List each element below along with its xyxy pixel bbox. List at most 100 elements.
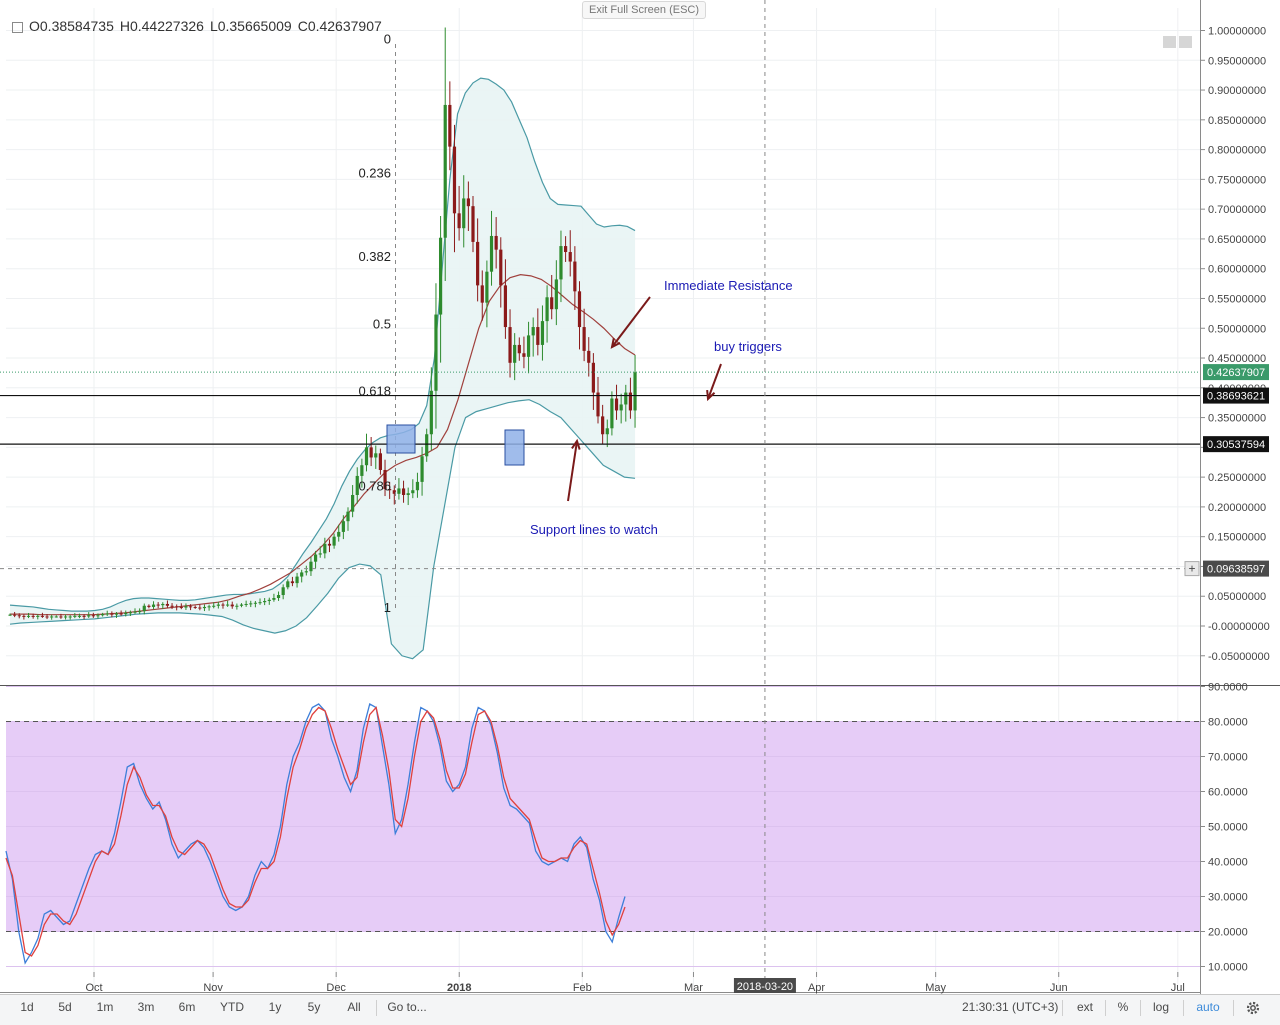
candle-body	[184, 606, 188, 608]
candle-body	[489, 235, 494, 272]
range-ytd[interactable]: YTD	[220, 1000, 244, 1014]
candle-body	[193, 606, 197, 608]
toolbar-divider	[1140, 1000, 1141, 1016]
candle-body	[471, 206, 475, 242]
candle-body	[13, 614, 17, 616]
stoch-tick-label: 80.0000	[1208, 717, 1248, 729]
gear-icon	[1246, 1001, 1260, 1015]
candle-body	[517, 344, 521, 354]
percent-scale-toggle[interactable]: %	[1117, 1000, 1129, 1014]
candle-body	[457, 213, 461, 229]
price-chart[interactable]: 0 0.236 0.382 0.5 0.618 0.786 1 Immediate Resis…	[0, 0, 1280, 994]
buy-triggers-label: buy triggers	[714, 339, 782, 354]
price-label-text: 0.30537594	[1207, 439, 1265, 451]
candle-body	[212, 605, 216, 607]
candle-body	[263, 600, 267, 603]
price-tick-label: 0.70000000	[1208, 204, 1266, 216]
range-1d[interactable]: 1d	[20, 1000, 34, 1014]
candle-body	[105, 613, 109, 615]
candle-body	[8, 614, 12, 616]
price-label-box	[1203, 364, 1269, 381]
price-tick-label: 0.85000000	[1208, 115, 1266, 127]
annotation-arrow	[611, 296, 651, 348]
price-tick-label: 0.90000000	[1208, 85, 1266, 97]
candle-body	[452, 146, 457, 214]
bottom-toolbar: 1d 5d 1m 3m 6m YTD 1y 5y All Go to... 21…	[0, 994, 1280, 1025]
price-tick-label: 0.25000000	[1208, 472, 1266, 484]
candle-body	[165, 603, 170, 606]
candle-body	[40, 615, 45, 617]
auto-scale-toggle[interactable]: auto	[1196, 1000, 1220, 1014]
bollinger-lower-line	[9, 399, 636, 660]
candle-body	[244, 603, 248, 605]
settings-button[interactable]	[1240, 995, 1266, 1024]
candle-body	[568, 252, 572, 262]
price-tick-label: 0.45000000	[1208, 353, 1266, 365]
support-box	[386, 424, 416, 454]
range-5y[interactable]: 5y	[307, 1000, 321, 1014]
range-all[interactable]: All	[347, 1000, 361, 1014]
exit-fullscreen-button[interactable]: Exit Full Screen (ESC)	[582, 1, 706, 19]
candle-body	[374, 453, 378, 458]
pane-maximize-icon[interactable]	[1179, 36, 1192, 48]
candle-body	[397, 488, 401, 494]
candle-body	[286, 581, 290, 588]
bollinger-upper-line	[9, 77, 636, 612]
goto-date-button[interactable]: Go to...	[387, 1000, 427, 1014]
fib-level-label: 0	[384, 31, 391, 46]
range-1m[interactable]: 1m	[96, 1000, 114, 1014]
candle-body	[628, 392, 633, 411]
stoch-tick-label: 20.0000	[1208, 927, 1248, 939]
fib-level-label: 0.786	[358, 479, 391, 494]
candle-body	[281, 587, 285, 596]
candle-body	[573, 261, 577, 292]
stoch-tick-label: 60.0000	[1208, 787, 1248, 799]
candle-body	[378, 453, 382, 470]
candle-body	[272, 598, 276, 600]
candle-body	[559, 246, 563, 280]
candle-body	[582, 327, 586, 351]
candle-body	[31, 615, 35, 617]
candle-body	[267, 599, 271, 601]
fib-level-label: 0.5	[373, 317, 391, 332]
time-tick-label: Oct	[85, 982, 102, 994]
log-scale-toggle[interactable]: log	[1152, 1000, 1169, 1014]
candle-body	[170, 605, 174, 607]
candle-body	[346, 511, 350, 522]
candle-body	[591, 362, 595, 393]
range-5d[interactable]: 5d	[58, 1000, 72, 1014]
legend-toggle[interactable]	[12, 21, 23, 33]
candle-body	[494, 235, 498, 250]
candle-body	[207, 606, 211, 608]
price-tick-label: 0.50000000	[1208, 323, 1266, 335]
candle-body	[564, 246, 568, 253]
range-1y[interactable]: 1y	[268, 1000, 282, 1014]
candle-body	[147, 605, 151, 607]
candle-body	[499, 249, 503, 286]
price-tick-label: 0.05000000	[1208, 591, 1266, 603]
range-3m[interactable]: 3m	[137, 1000, 155, 1014]
candle-body	[438, 237, 443, 315]
pane-minimize-icon[interactable]	[1163, 36, 1176, 48]
time-tick-label: Jul	[1171, 982, 1185, 994]
candle-body	[198, 607, 202, 609]
range-6m[interactable]: 6m	[178, 1000, 196, 1014]
open-value: O0.38584735	[29, 18, 114, 34]
price-label-box	[1203, 436, 1269, 453]
candle-body	[68, 616, 72, 618]
candle-body	[142, 605, 146, 612]
clock-readout[interactable]: 21:30:31 (UTC+3)	[962, 1000, 1059, 1014]
time-cursor-box	[733, 978, 796, 993]
candle-body	[91, 615, 95, 617]
candle-body	[179, 606, 183, 608]
time-tick-label: May	[925, 982, 946, 994]
time-tick-label: Nov	[203, 982, 223, 994]
candle-body	[526, 335, 531, 357]
candle-body	[258, 602, 262, 604]
price-tick-label: 0.80000000	[1208, 145, 1266, 157]
fib-level-label: 0.618	[358, 383, 391, 398]
extended-hours-toggle[interactable]: ext	[1076, 1000, 1093, 1014]
candle-body	[59, 616, 63, 618]
candle-body	[383, 469, 387, 490]
price-label-text: 0.42637907	[1207, 367, 1265, 379]
